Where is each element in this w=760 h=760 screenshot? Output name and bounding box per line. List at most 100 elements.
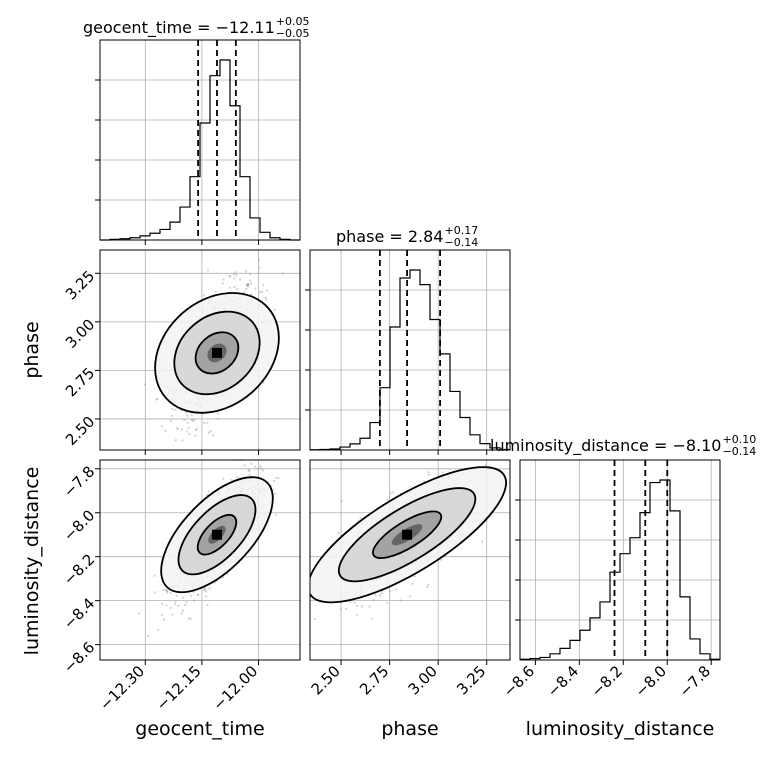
sample-point bbox=[183, 603, 187, 606]
title-plus-error: +0.05 bbox=[276, 15, 310, 28]
sample-point bbox=[211, 434, 215, 437]
sample-point bbox=[261, 290, 264, 293]
sample-point bbox=[360, 605, 364, 608]
sample-point bbox=[249, 282, 253, 285]
sample-point bbox=[247, 283, 250, 286]
sample-point bbox=[233, 285, 236, 289]
sample-point bbox=[164, 588, 167, 591]
sample-point bbox=[427, 471, 430, 474]
sample-point bbox=[264, 296, 267, 299]
sample-point bbox=[265, 289, 269, 292]
x-tick-label: −8.0 bbox=[632, 662, 670, 700]
density-peak bbox=[402, 529, 413, 540]
sample-point bbox=[176, 427, 179, 430]
sample-point bbox=[175, 594, 178, 597]
sample-point bbox=[391, 491, 394, 494]
sample-point bbox=[189, 594, 192, 597]
sample-point bbox=[228, 286, 231, 289]
density-peak bbox=[211, 529, 222, 540]
sample-point bbox=[459, 445, 461, 447]
sample-point bbox=[250, 293, 253, 296]
sample-point bbox=[181, 439, 184, 442]
sample-point bbox=[191, 419, 194, 422]
sample-point bbox=[164, 429, 167, 432]
sample-point bbox=[441, 471, 444, 474]
sample-point bbox=[340, 500, 343, 503]
x-tick-label: 3.00 bbox=[405, 662, 441, 698]
sample-point bbox=[399, 599, 402, 602]
sample-point bbox=[209, 429, 212, 433]
x-tick-label: −12.30 bbox=[96, 662, 148, 714]
sample-point bbox=[165, 589, 168, 592]
sample-point bbox=[216, 412, 219, 415]
sample-point bbox=[176, 427, 179, 430]
sample-point bbox=[185, 411, 188, 414]
sample-point bbox=[368, 605, 371, 608]
sample-point bbox=[355, 604, 359, 607]
sample-point bbox=[243, 290, 246, 294]
sample-point bbox=[187, 426, 190, 430]
sample-point bbox=[247, 282, 250, 286]
sample-point bbox=[174, 439, 177, 442]
sample-point bbox=[257, 258, 261, 262]
sample-point bbox=[294, 559, 296, 561]
sample-point bbox=[157, 628, 160, 631]
panel-frame bbox=[99, 459, 301, 661]
sample-point bbox=[194, 428, 197, 432]
sample-point bbox=[185, 430, 189, 433]
contour-86% bbox=[177, 494, 257, 576]
sample-point bbox=[247, 468, 250, 472]
sample-point bbox=[205, 590, 208, 593]
sample-point bbox=[234, 271, 237, 274]
sample-point bbox=[188, 432, 191, 435]
sample-point bbox=[372, 598, 375, 602]
contour-86% bbox=[173, 310, 261, 396]
sample-point bbox=[262, 381, 265, 384]
sample-point bbox=[313, 617, 316, 621]
sample-point bbox=[181, 596, 185, 599]
panel-luminosity_distance-vs-phase bbox=[294, 445, 511, 665]
contour-39% bbox=[160, 476, 274, 594]
sample-point bbox=[217, 417, 220, 420]
sample-point bbox=[165, 604, 168, 607]
panel-frame bbox=[519, 459, 721, 661]
sample-point bbox=[236, 287, 239, 291]
sample-point bbox=[254, 465, 257, 468]
sample-point bbox=[204, 587, 207, 590]
sample-point bbox=[190, 414, 193, 417]
sample-point bbox=[160, 424, 164, 428]
sample-point bbox=[426, 585, 429, 589]
sample-point bbox=[186, 421, 189, 424]
sample-point bbox=[250, 454, 252, 456]
sample-point bbox=[273, 308, 276, 312]
panel-luminosity_distance-vs-geocent_time bbox=[95, 454, 301, 665]
density-layer bbox=[143, 258, 284, 475]
y-tick-label: 2.50 bbox=[62, 413, 98, 449]
sample-point bbox=[277, 476, 280, 480]
panel-frame bbox=[99, 249, 301, 451]
sample-point bbox=[177, 604, 180, 607]
sample-point bbox=[259, 464, 262, 468]
title-minus-error: −0.14 bbox=[722, 445, 756, 458]
sample-point bbox=[259, 467, 262, 470]
sample-point bbox=[195, 464, 197, 466]
x-tick-label: −8.6 bbox=[500, 662, 538, 700]
sample-point bbox=[222, 477, 225, 480]
sample-point bbox=[174, 600, 177, 603]
sample-point bbox=[254, 287, 257, 290]
sample-point bbox=[379, 594, 382, 597]
x-tick-label: 2.75 bbox=[356, 662, 392, 698]
histogram-geocent_time bbox=[100, 59, 300, 241]
sample-point bbox=[228, 275, 231, 278]
sample-point bbox=[197, 593, 200, 597]
density-peak bbox=[211, 347, 222, 358]
sample-point bbox=[204, 473, 206, 475]
sample-point bbox=[281, 272, 284, 275]
y-tick-label: −7.8 bbox=[60, 462, 98, 500]
sample-point bbox=[143, 383, 146, 386]
title-phase-main: phase = 2.84 bbox=[336, 227, 443, 246]
sample-point bbox=[137, 612, 141, 615]
sample-point bbox=[386, 498, 389, 501]
sample-point bbox=[345, 607, 348, 611]
